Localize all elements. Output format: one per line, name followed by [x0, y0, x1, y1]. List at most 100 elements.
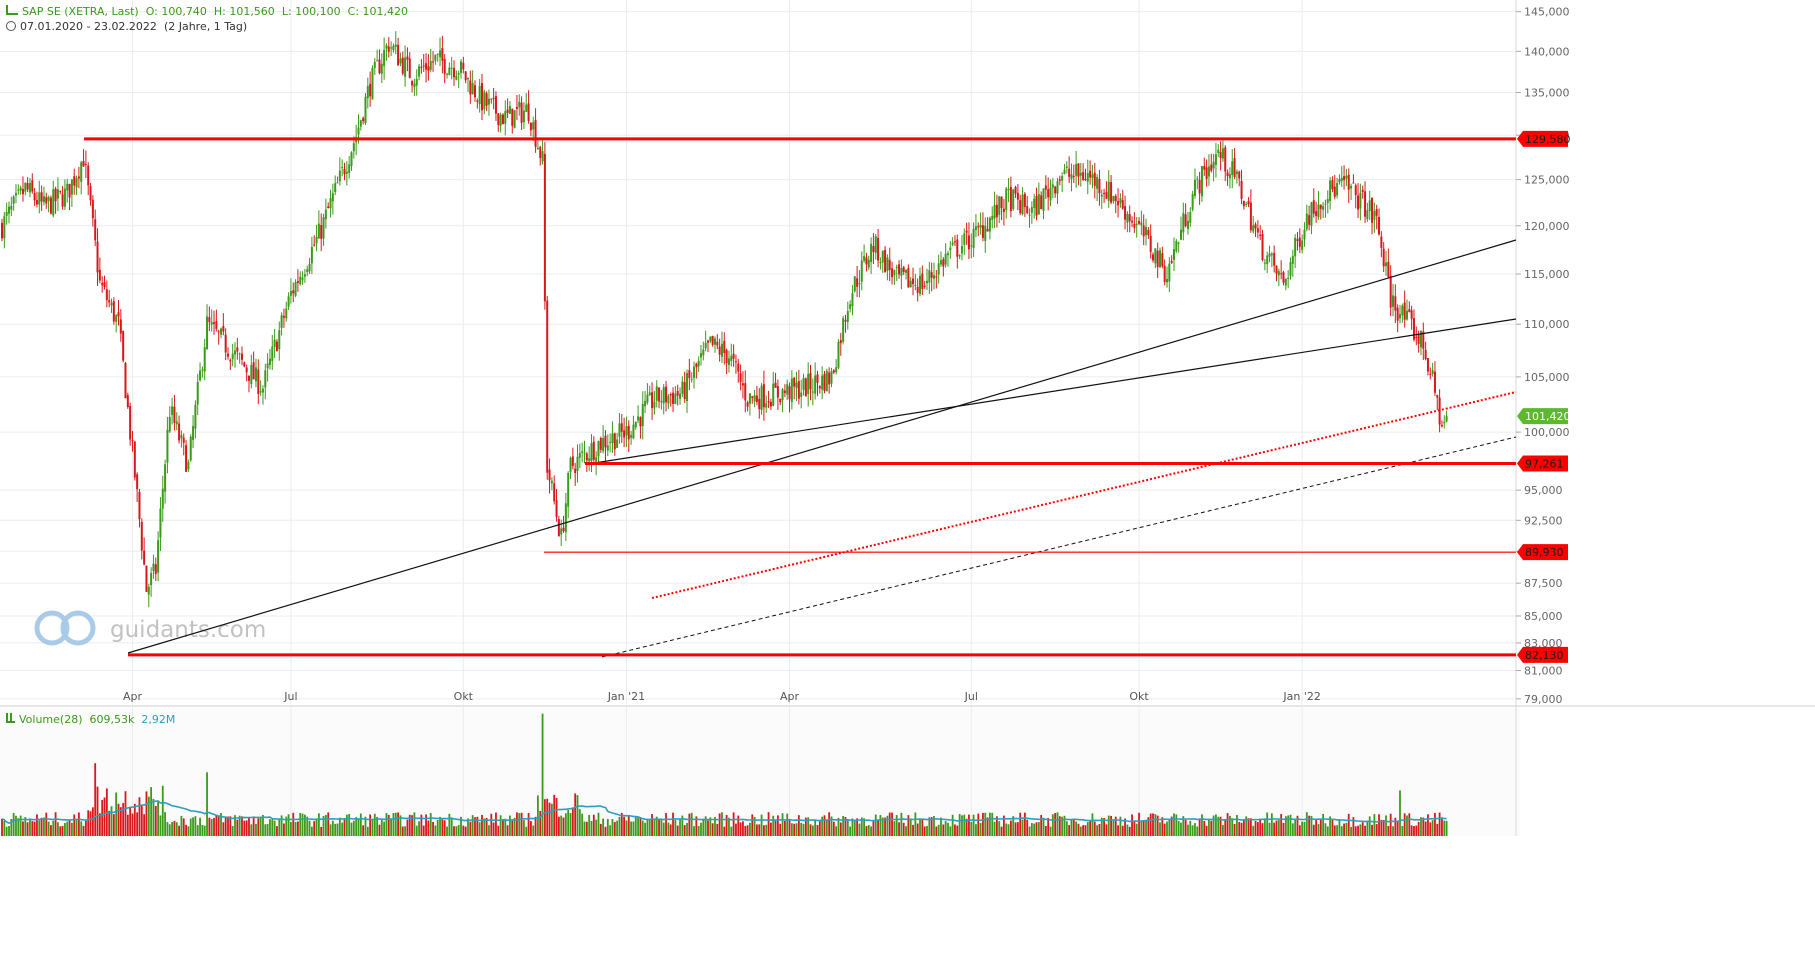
volume-bar	[1371, 824, 1373, 836]
volume-bar	[1443, 820, 1446, 836]
volume-bar	[921, 819, 924, 836]
volume-bar	[255, 823, 257, 836]
candle-body	[308, 263, 311, 272]
volume-bar	[639, 817, 642, 836]
volume-bar	[481, 814, 483, 836]
candle-body	[196, 381, 199, 405]
candle-body	[227, 353, 230, 357]
volume-bar	[129, 806, 132, 836]
candle-body	[1012, 189, 1015, 210]
volume-bar	[1035, 822, 1038, 836]
candle-body	[1296, 239, 1299, 241]
volume-bar	[665, 813, 667, 836]
candle-body	[1119, 198, 1122, 203]
volume-bar	[1082, 825, 1085, 836]
candle-body	[1135, 223, 1138, 225]
candle-body	[1405, 310, 1408, 320]
volume-bar	[182, 818, 185, 836]
volume-bar	[977, 813, 980, 836]
volume-bar	[1392, 826, 1394, 836]
volume-bar	[900, 812, 903, 836]
candle-body	[1378, 217, 1381, 235]
volume-bar	[108, 810, 111, 836]
candle-body	[744, 383, 747, 401]
candle-body	[77, 176, 80, 179]
volume-bar	[280, 815, 283, 836]
candle-body	[1205, 167, 1208, 179]
low-value: L: 100,100	[281, 5, 341, 18]
candle-body	[252, 362, 255, 380]
candle-body	[651, 392, 654, 409]
candle-body	[807, 374, 810, 395]
candle-body	[24, 182, 27, 192]
symbol-name: SAP SE (XETRA, Last)	[22, 5, 139, 18]
price-tick-label: 87,500	[1524, 577, 1563, 590]
volume-bar	[1380, 819, 1383, 836]
volume-bar	[1364, 825, 1366, 836]
volume-bar	[1093, 821, 1096, 836]
volume-bar	[662, 822, 665, 836]
volume-bar	[8, 825, 10, 836]
volume-bar	[217, 815, 220, 836]
volume-bar	[576, 795, 579, 836]
volume-bar	[1063, 815, 1066, 836]
volume-bar	[47, 821, 50, 836]
candle-body	[275, 341, 278, 352]
volume-bar	[863, 818, 865, 836]
candle-body	[620, 423, 623, 432]
volume-bar	[779, 823, 782, 836]
volume-bar	[763, 825, 765, 836]
candle-body	[718, 346, 721, 355]
volume-bar	[287, 814, 290, 836]
volume-bar	[956, 825, 959, 836]
volume-bar	[809, 824, 812, 836]
volume-bar	[331, 820, 334, 836]
volume-bar	[1042, 817, 1045, 836]
volume-bar	[1021, 819, 1024, 836]
candle-body	[926, 280, 929, 284]
volume-bar	[1012, 816, 1015, 836]
volume-bar	[297, 821, 299, 836]
candle-body	[863, 256, 866, 261]
volume-bar	[595, 819, 598, 836]
candle-body	[259, 391, 262, 393]
volume-bar	[278, 818, 281, 836]
volume-bar	[1431, 820, 1434, 836]
volume-bar	[788, 819, 791, 836]
price-marker-label: 89,930	[1525, 546, 1564, 559]
candle-body	[1168, 263, 1171, 282]
volume-bar	[686, 822, 688, 836]
candle-body	[89, 186, 92, 201]
candle-body	[1331, 180, 1334, 190]
volume-bar	[1014, 822, 1017, 836]
candle-body	[66, 183, 69, 191]
volume-bar	[1294, 819, 1297, 836]
candle-body	[1075, 164, 1078, 176]
volume-bar	[814, 819, 817, 836]
candle-body	[215, 321, 218, 329]
candle-body	[543, 153, 546, 302]
volume-bar	[1177, 820, 1180, 836]
candle-body	[1256, 228, 1259, 233]
candle-body	[1110, 182, 1113, 203]
candle-body	[1345, 175, 1348, 179]
candle-body	[1145, 227, 1148, 236]
candle-body	[1350, 185, 1353, 189]
volume-bar	[550, 803, 553, 836]
candle-body	[446, 73, 449, 75]
volume-bar	[989, 812, 991, 836]
volume-bar	[553, 794, 556, 836]
candle-body	[1315, 211, 1318, 217]
volume-bar	[1401, 825, 1404, 836]
volume-bar	[210, 819, 213, 836]
candle-body	[1063, 169, 1066, 174]
candle-body	[143, 550, 146, 565]
volume-bar	[196, 825, 199, 836]
volume-bar	[907, 815, 910, 836]
candle-body	[1091, 174, 1094, 178]
candle-body	[809, 372, 812, 390]
candle-body	[436, 53, 439, 55]
candle-body	[261, 388, 264, 393]
volume-bar	[273, 820, 276, 836]
